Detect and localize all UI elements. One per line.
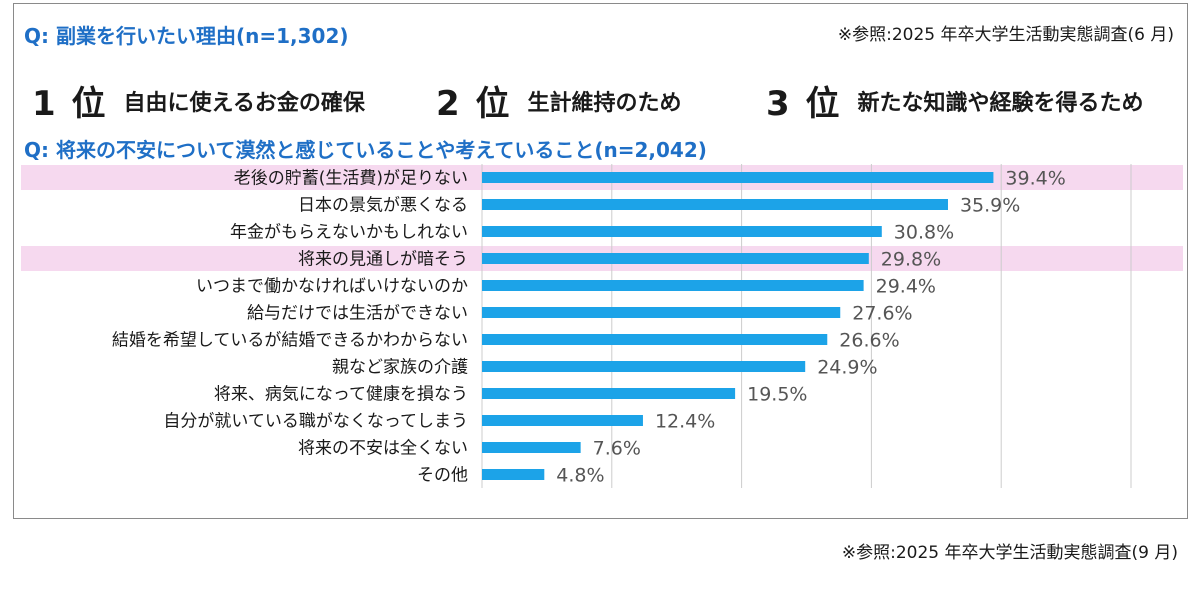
value-label: 35.9%	[960, 195, 1020, 217]
value-label: 29.8%	[881, 249, 941, 271]
bar	[482, 226, 882, 237]
bar	[482, 388, 736, 399]
rank-reason: 自由に使えるお金の確保	[123, 90, 365, 116]
value-label: 39.4%	[1005, 168, 1065, 190]
category-label: 日本の景気が悪くなる	[298, 196, 468, 216]
anxiety-bar-chart: 老後の貯蓄(生活費)が足りない 39.4% 日本の景気が悪くなる 35.9% 年金がもら…	[21, 164, 1183, 488]
value-label: 29.4%	[876, 276, 936, 298]
category-label: 自分が就いている職がなくなってしまう	[163, 412, 468, 432]
bar	[482, 442, 581, 453]
rank-item-3: 3 位新たな知識や経験を得るため	[766, 76, 1144, 125]
category-label: 給与だけでは生活ができない	[247, 304, 468, 324]
question-future-anxiety: Q: 将来の不安について漠然と感じていることや考えていること(n=2,042)	[24, 138, 707, 162]
value-label: 19.5%	[747, 384, 807, 406]
bar	[482, 253, 869, 264]
value-label: 30.8%	[894, 222, 954, 244]
reference-september: ※参照:2025 年卒大学生活動実態調査(9 月)	[841, 543, 1178, 563]
bar	[482, 307, 841, 318]
bar	[482, 334, 828, 345]
rank-number: 3 位	[766, 84, 842, 124]
bar	[482, 199, 948, 210]
category-label: 将来の不安は全くない	[298, 439, 468, 459]
category-label: 将来の見通しが暗そう	[298, 250, 468, 270]
value-label: 27.6%	[852, 303, 912, 325]
bar	[482, 361, 806, 372]
rank-number: 2 位	[436, 84, 512, 124]
category-label: 将来、病気になって健康を損なう	[214, 385, 468, 405]
category-label: 年金がもらえないかもしれない	[230, 223, 468, 243]
value-label: 4.8%	[556, 465, 604, 487]
value-label: 7.6%	[593, 438, 641, 460]
value-label: 24.9%	[817, 357, 877, 379]
rank-item-1: 1 位自由に使えるお金の確保	[32, 76, 365, 125]
rank-reason: 生計維持のため	[527, 90, 682, 116]
bar	[482, 172, 994, 183]
value-label: 26.6%	[839, 330, 899, 352]
category-label: いつまで働かなければいけないのか	[196, 277, 468, 297]
category-label: 老後の貯蓄(生活費)が足りない	[234, 169, 468, 189]
bar	[482, 415, 643, 426]
question-side-job: Q: 副業を行いたい理由(n=1,302)	[24, 24, 349, 48]
reference-june: ※参照:2025 年卒大学生活動実態調査(6 月)	[837, 25, 1174, 45]
rank-item-2: 2 位生計維持のため	[436, 76, 682, 125]
category-label: 結婚を希望しているが結婚できるかわからない	[112, 331, 468, 351]
category-label: その他	[417, 466, 468, 486]
category-label: 親など家族の介護	[332, 358, 468, 378]
bar	[482, 469, 545, 480]
rank-number: 1 位	[32, 84, 108, 124]
value-label: 12.4%	[655, 411, 715, 433]
bar	[482, 280, 864, 291]
rank-reason: 新たな知識や経験を得るため	[857, 90, 1144, 116]
